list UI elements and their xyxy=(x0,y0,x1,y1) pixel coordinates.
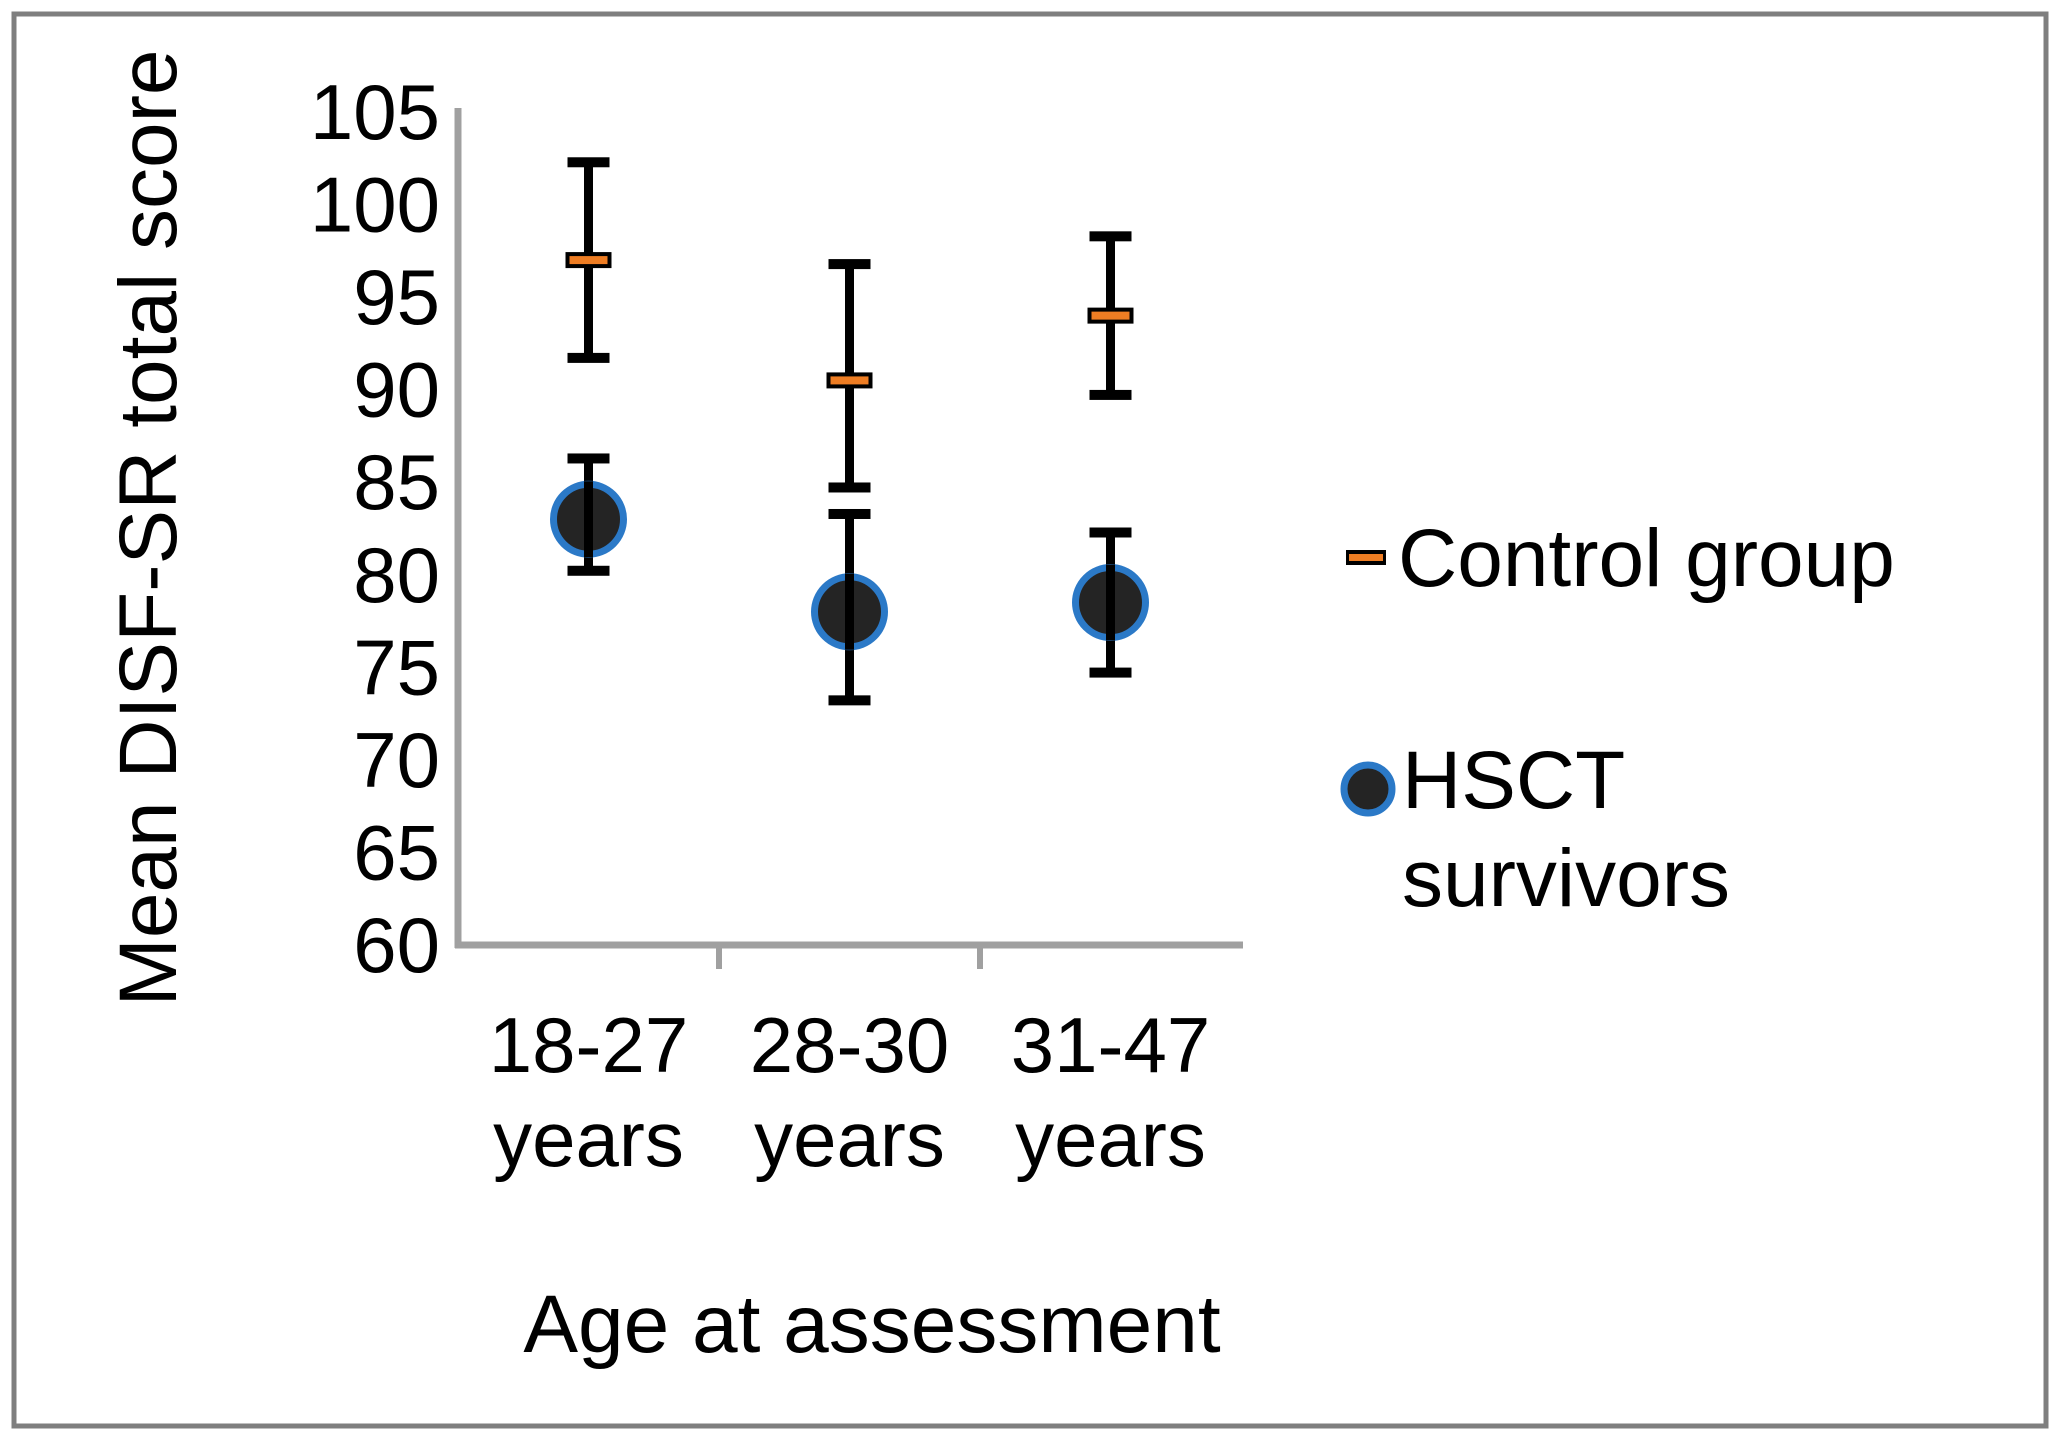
error-bar-cap-lower xyxy=(1089,667,1132,678)
x-category-label: years xyxy=(1015,1095,1206,1183)
y-tick-label: 65 xyxy=(353,808,440,896)
legend-item-hsct-survivors: HSCT survivors xyxy=(1340,735,1730,924)
legend: Control group HSCT survivors xyxy=(1340,513,1895,924)
error-bar-cap-lower xyxy=(567,565,610,576)
legend-label-hsct-line2: survivors xyxy=(1402,833,1730,924)
legend-label-control-group: Control group xyxy=(1398,513,1895,604)
x-axis-title: Age at assessment xyxy=(523,1279,1221,1370)
x-category-label: years xyxy=(493,1095,684,1183)
error-bar-cap-upper xyxy=(828,508,871,519)
error-bar-cap-upper xyxy=(1089,527,1132,538)
y-tick-label: 80 xyxy=(353,531,440,619)
x-category-label: 28-30 xyxy=(750,1001,950,1089)
error-bar-cap-upper xyxy=(828,259,871,270)
y-tick-label: 95 xyxy=(353,253,440,341)
control-group-dash-marker xyxy=(830,376,869,385)
y-tick-label: 85 xyxy=(353,438,440,526)
legend-item-control-group: Control group xyxy=(1346,513,1895,604)
error-bar-cap-lower xyxy=(1089,389,1132,400)
error-bar-cap-upper xyxy=(567,453,610,464)
y-axis-title: Mean DISF-SR total score xyxy=(103,50,194,1007)
control-group-dash-marker xyxy=(1091,311,1130,320)
y-tick-label: 70 xyxy=(353,716,440,804)
x-category-label: 31-47 xyxy=(1011,1001,1211,1089)
error-bar-cap-upper xyxy=(567,157,610,168)
y-tick-label: 100 xyxy=(310,161,440,249)
control-group-marker-dash-icon xyxy=(1349,554,1383,561)
legend-label-hsct-line1: HSCT xyxy=(1402,735,1625,826)
error-bar-cap-lower xyxy=(828,482,871,493)
figure-border xyxy=(11,11,2049,1429)
y-tick-label: 90 xyxy=(353,346,440,434)
error-bar-cap-upper xyxy=(1089,231,1132,242)
control-group-dash-marker xyxy=(569,256,608,265)
error-bar-cap-lower xyxy=(828,695,871,706)
y-tick-label: 105 xyxy=(310,68,440,156)
x-category-label: 18-27 xyxy=(489,1001,689,1089)
plot-area: 105100959085807570656018-27years28-30yea… xyxy=(310,68,1243,1183)
error-bar-cap-lower xyxy=(567,352,610,363)
x-category-label: years xyxy=(754,1095,945,1183)
y-tick-label: 75 xyxy=(353,623,440,711)
hsct-survivors-marker-circle-icon xyxy=(1340,761,1396,817)
y-tick-label: 60 xyxy=(353,901,440,989)
